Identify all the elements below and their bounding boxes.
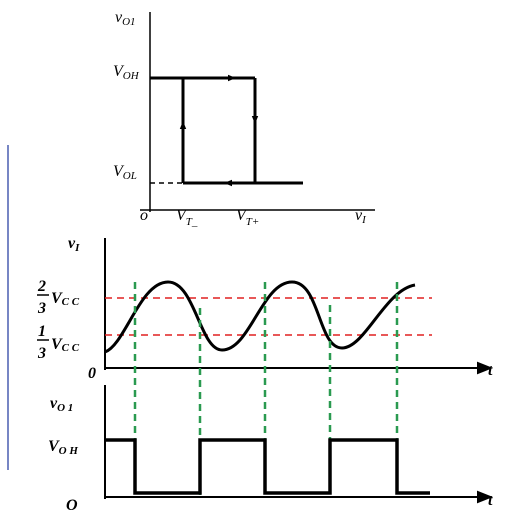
axis-label: t — [488, 362, 493, 379]
threshold-label: VT_ — [176, 207, 198, 228]
hysteresis-plot — [140, 12, 375, 212]
origin-label: O — [66, 497, 78, 514]
level-label: VOH — [113, 63, 140, 82]
level-label: VOL — [113, 163, 137, 182]
output-plot — [104, 385, 493, 504]
level-label: VO H — [48, 438, 78, 457]
axis-label: vI — [355, 207, 367, 226]
svg-text:VC C: VC C — [51, 290, 80, 308]
origin-label: o — [140, 207, 148, 224]
axis-label: vO 1 — [50, 395, 73, 414]
axis-label: t — [488, 492, 493, 509]
svg-text:1: 1 — [38, 323, 46, 340]
svg-text:2: 2 — [37, 278, 46, 295]
svg-text:3: 3 — [37, 345, 46, 362]
axis-label: vI — [68, 235, 80, 254]
axis-label: vO1 — [115, 9, 136, 28]
svg-text:3: 3 — [37, 300, 46, 317]
threshold-label: VT+ — [236, 207, 259, 228]
origin-label: 0 — [88, 365, 96, 382]
input-plot — [104, 238, 493, 495]
svg-text:VC C: VC C — [51, 336, 80, 354]
level-label: 2 3 VC C 1 3 VC C — [37, 278, 80, 362]
